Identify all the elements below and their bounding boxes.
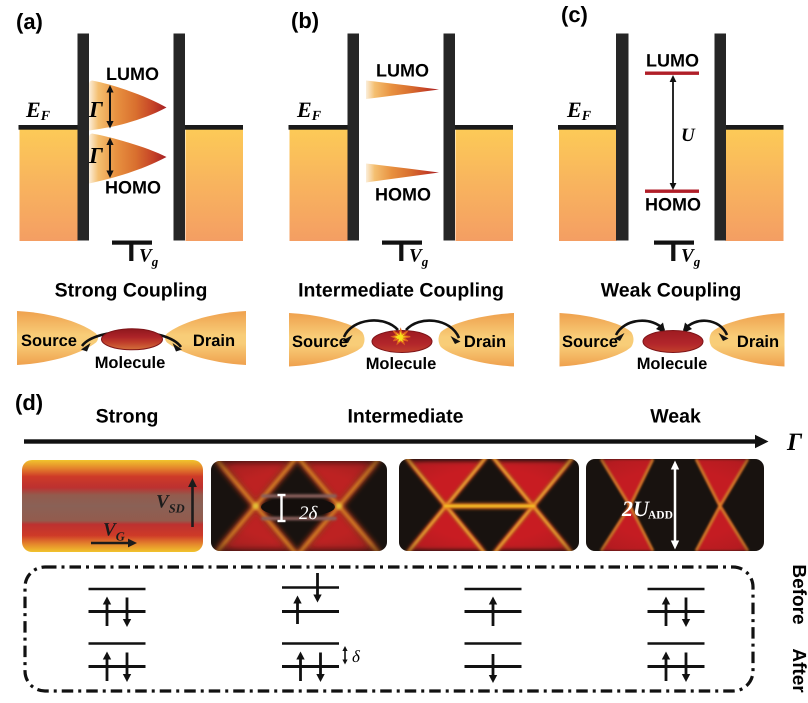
svg-text:2δ: 2δ	[299, 503, 319, 524]
svg-text:EF: EF	[25, 97, 51, 124]
svg-text:HOMO: HOMO	[375, 185, 431, 205]
svg-text:Weak Coupling: Weak Coupling	[601, 280, 741, 302]
svg-text:Drain: Drain	[464, 333, 506, 351]
svg-text:(a): (a)	[16, 9, 43, 34]
svg-text:U: U	[681, 125, 696, 146]
svg-text:Γ: Γ	[786, 429, 803, 456]
svg-text:Source: Source	[21, 332, 77, 350]
svg-text:2U: 2U	[621, 496, 650, 521]
svg-text:Strong: Strong	[96, 406, 159, 428]
svg-text:Molecule: Molecule	[95, 354, 166, 372]
svg-text:(d): (d)	[15, 390, 43, 415]
svg-text:Intermediate: Intermediate	[348, 406, 464, 428]
svg-text:Intermediate Coupling: Intermediate Coupling	[298, 280, 504, 302]
svg-text:Vg: Vg	[681, 246, 701, 270]
svg-text:HOMO: HOMO	[105, 178, 161, 198]
svg-text:Drain: Drain	[737, 333, 779, 351]
svg-text:Source: Source	[292, 333, 348, 351]
svg-text:Drain: Drain	[193, 332, 235, 350]
svg-text:Before: Before	[788, 564, 808, 624]
svg-text:ADD: ADD	[648, 510, 673, 522]
svg-text:Source: Source	[562, 333, 618, 351]
svg-text:LUMO: LUMO	[106, 64, 159, 84]
svg-text:Strong Coupling: Strong Coupling	[55, 280, 208, 302]
svg-text:Γ: Γ	[88, 143, 103, 168]
svg-text:EF: EF	[296, 97, 322, 124]
svg-text:EF: EF	[566, 97, 592, 124]
svg-text:Molecule: Molecule	[637, 355, 708, 373]
svg-text:LUMO: LUMO	[376, 61, 429, 81]
svg-text:After: After	[788, 648, 808, 693]
svg-text:δ: δ	[352, 647, 361, 666]
svg-text:Vg: Vg	[409, 246, 429, 270]
svg-text:(c): (c)	[561, 2, 588, 27]
svg-text:Weak: Weak	[650, 406, 701, 428]
svg-text:Vg: Vg	[139, 246, 159, 270]
svg-text:Γ: Γ	[88, 97, 103, 122]
svg-text:Molecule: Molecule	[366, 355, 437, 373]
svg-text:HOMO: HOMO	[645, 195, 701, 215]
svg-text:LUMO: LUMO	[646, 51, 699, 71]
svg-text:(b): (b)	[291, 8, 319, 33]
